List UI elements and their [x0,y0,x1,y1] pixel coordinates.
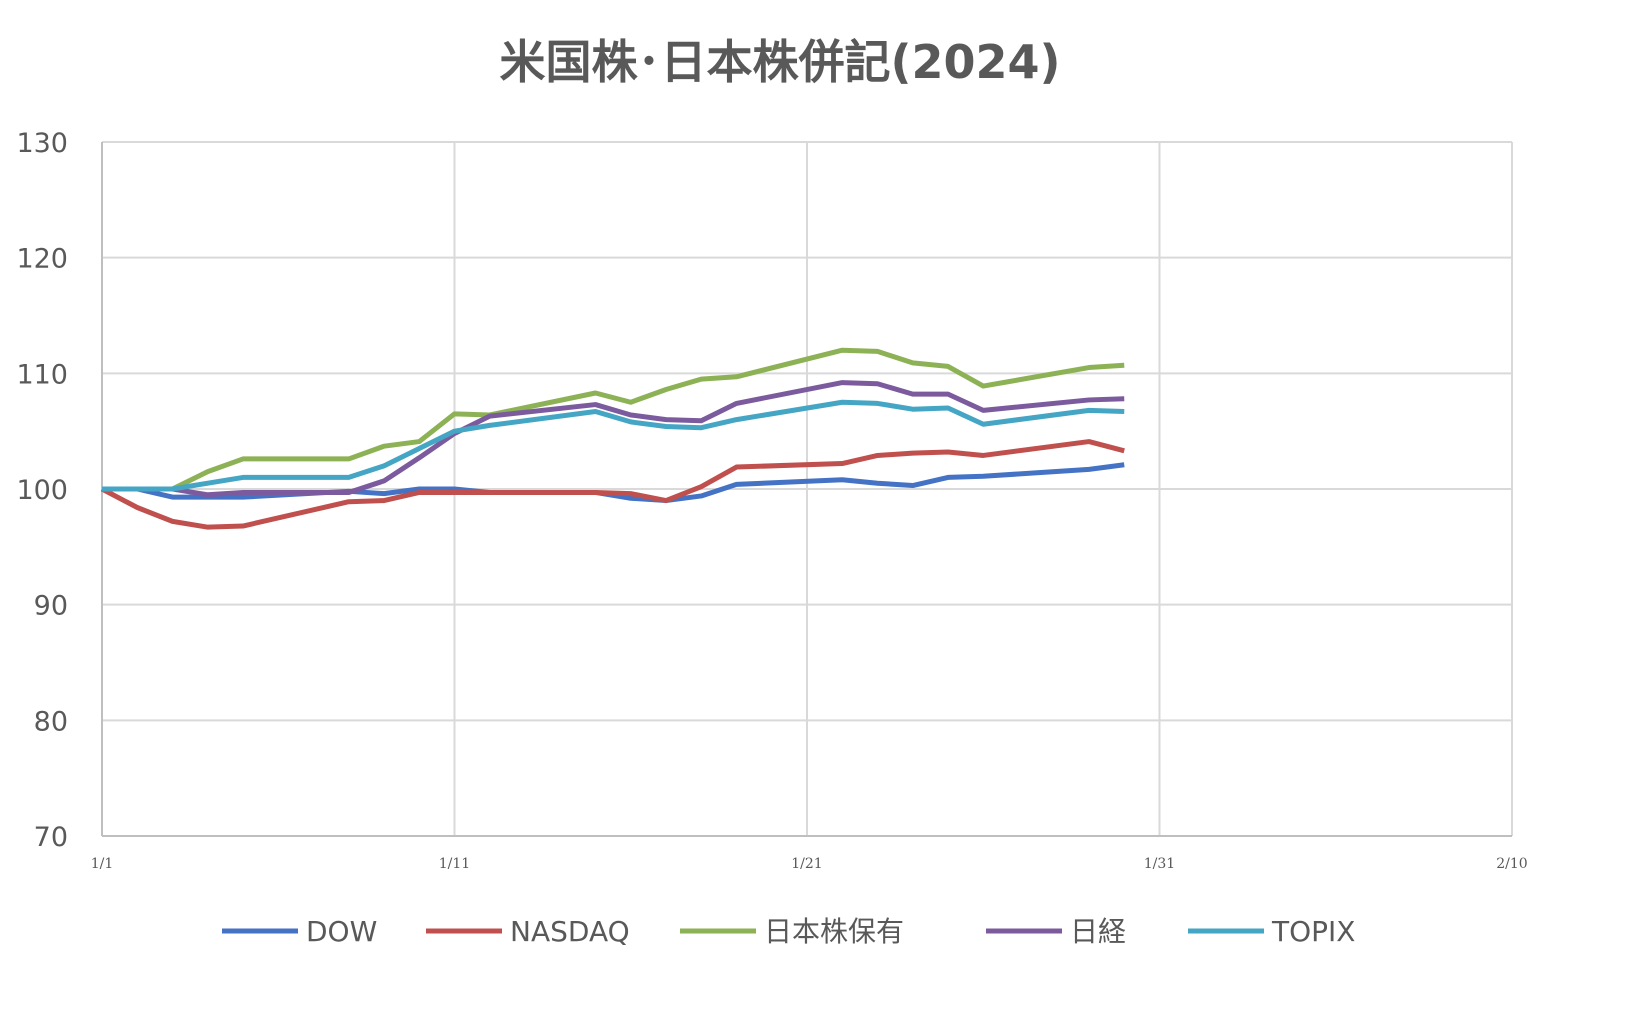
y-tick-label: 90 [34,591,68,622]
y-tick-label: 70 [34,822,68,853]
y-tick-label: 100 [16,475,68,506]
legend-label: 日本株保有 [764,915,904,948]
chart-title: 米国株･日本株併記(2024) [499,35,1060,89]
legend-label: TOPIX [1271,915,1355,948]
x-tick-label: 1/31 [1144,856,1175,872]
x-tick-label: 1/11 [439,856,470,872]
legend-label: 日経 [1070,915,1126,948]
gridlines [101,141,1513,837]
series-line-TOPIX [102,399,1125,492]
y-tick-label: 110 [16,359,68,390]
y-tick-label: 120 [16,244,68,275]
x-tick-label: 2/10 [1496,856,1527,872]
series-line-日本株保有 [102,347,1125,492]
legend-label: DOW [306,915,377,948]
series-lines [100,347,1125,530]
x-tick-label: 1/1 [91,856,114,872]
legend: DOW NASDAQ 日本株保有 日経 TOPIX [222,915,1355,948]
legend-label: NASDAQ [510,915,630,948]
series-line-NASDAQ [100,439,1125,530]
axes: 70 80 90 100 110 120 130 1/1 1/11 1/21 1/31 2/10 [16,128,1527,872]
x-tick-label: 1/21 [791,856,822,872]
series-line-日経 [102,380,1125,498]
y-tick-label: 130 [16,128,68,159]
y-tick-label: 80 [34,706,68,737]
